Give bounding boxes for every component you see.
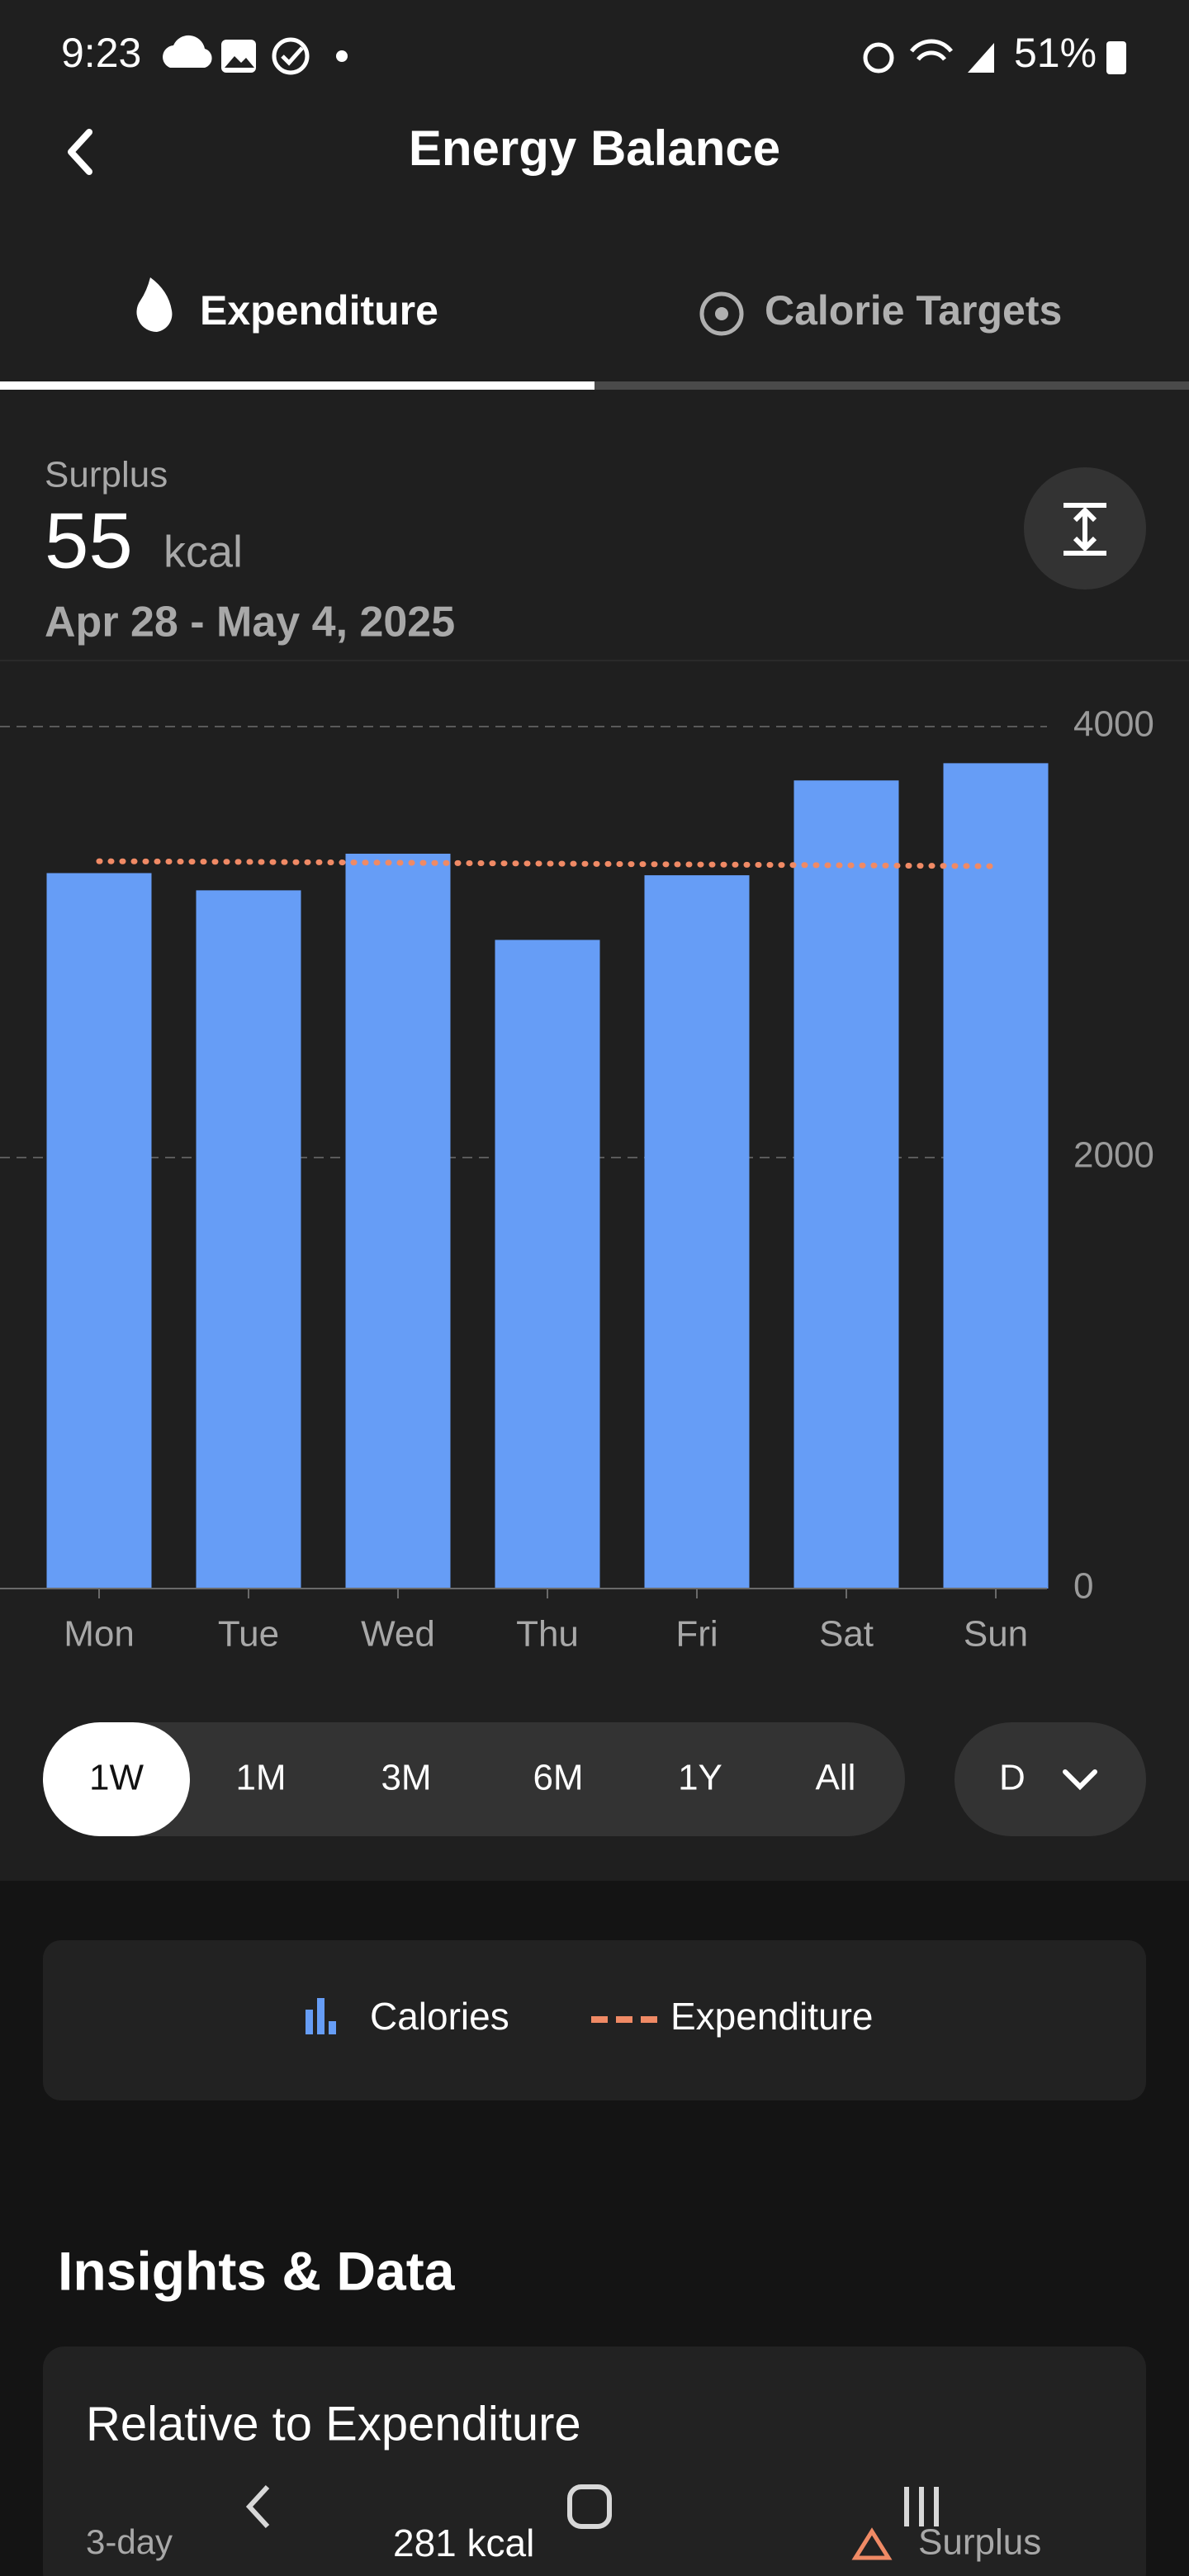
bar [943, 763, 1049, 1589]
wifi-icon [910, 39, 953, 61]
cloud-icon [163, 35, 212, 68]
legend-label: Calories [370, 1995, 509, 2038]
back-icon [68, 129, 92, 175]
x-tick-label: Wed [361, 1614, 435, 1655]
target-icon-dot [715, 307, 728, 320]
nav-recents[interactable] [904, 2487, 939, 2526]
check-icon-mark [281, 46, 304, 66]
summary-date-range: Apr 28 - May 4, 2025 [45, 599, 455, 646]
bar [46, 873, 152, 1589]
chart: 0 2000 4000 Mon Tue Wed Thu Fri Sat Sun [0, 704, 1154, 1655]
x-tick-label: Thu [516, 1614, 579, 1655]
x-tick-label: Fri [675, 1614, 718, 1655]
bar [196, 890, 301, 1589]
range-option[interactable]: 1Y [678, 1758, 722, 1798]
bar [644, 875, 750, 1589]
alarm-icon [863, 42, 894, 73]
insight-amount: 281 kcal [393, 2522, 534, 2564]
target-icon [699, 291, 744, 336]
range-options: 1W 1M 3M 6M 1Y All [89, 1758, 855, 1798]
flame-icon [136, 277, 173, 333]
battery-icon [1106, 41, 1126, 74]
dropdown-label: D [999, 1758, 1026, 1798]
nav-home[interactable] [567, 2484, 612, 2529]
signal-icon [968, 43, 994, 73]
dot-icon [336, 50, 348, 62]
range-option[interactable]: 6M [533, 1758, 583, 1798]
card-title: Relative to Expenditure [86, 2397, 581, 2451]
summary-unit: kcal [163, 527, 243, 576]
legend: Calories Expenditure [306, 1995, 874, 2038]
tab-indicator-active [0, 381, 594, 390]
status-time: 9:23 [61, 30, 141, 76]
tab-expenditure[interactable]: Expenditure [136, 277, 438, 334]
insight-card [43, 2346, 1146, 2576]
legend-bar-icon [317, 1998, 324, 2034]
y-tick-label: 2000 [1073, 1135, 1154, 1176]
header-title: Energy Balance [409, 121, 780, 176]
legend-label: Expenditure [670, 1995, 874, 2038]
bar [495, 940, 600, 1589]
x-tick-label: Sat [819, 1614, 874, 1655]
range-option[interactable]: All [816, 1758, 856, 1798]
status-bar: 9:23 51% [61, 30, 1126, 76]
range-selector [43, 1722, 905, 1836]
check-icon [272, 37, 310, 75]
range-option[interactable]: 1M [235, 1758, 286, 1798]
bar [345, 853, 451, 1589]
expand-button[interactable] [1024, 467, 1146, 590]
x-tick-label: Tue [218, 1614, 279, 1655]
expand-icon [1063, 503, 1106, 556]
dropdown[interactable]: D [955, 1722, 1146, 1836]
dropdown-chevron [1063, 1769, 1097, 1791]
back-button[interactable] [68, 129, 92, 175]
insight-status: Surplus [918, 2522, 1041, 2563]
expenditure-line [96, 858, 999, 869]
range-selected [43, 1722, 190, 1836]
image-icon-detail [225, 56, 254, 68]
bar [793, 780, 899, 1589]
tab-label: Calorie Targets [765, 287, 1062, 334]
x-tick-label: Sun [964, 1614, 1028, 1655]
surplus-icon [851, 2527, 893, 2560]
tab-label: Expenditure [200, 287, 438, 334]
legend-bar-icon [329, 2021, 336, 2034]
insight-period: 3-day [86, 2522, 173, 2561]
x-tick-label: Mon [64, 1614, 135, 1655]
range-option[interactable]: 3M [381, 1758, 431, 1798]
tab-indicator-inactive [594, 381, 1189, 390]
legend-bar-icon [306, 2010, 313, 2034]
summary-value: 55 [45, 496, 133, 585]
y-tick-label: 4000 [1073, 704, 1154, 745]
summary-label: Surplus [45, 455, 168, 495]
range-option[interactable]: 1W [89, 1758, 144, 1798]
dropdown-bg [955, 1722, 1146, 1836]
battery-percent: 51% [1014, 30, 1097, 76]
tab-calorie-targets[interactable]: Calorie Targets [699, 287, 1062, 336]
y-tick-label: 0 [1073, 1566, 1093, 1607]
section-title: Insights & Data [58, 2240, 456, 2301]
nav-back[interactable] [245, 2484, 270, 2529]
